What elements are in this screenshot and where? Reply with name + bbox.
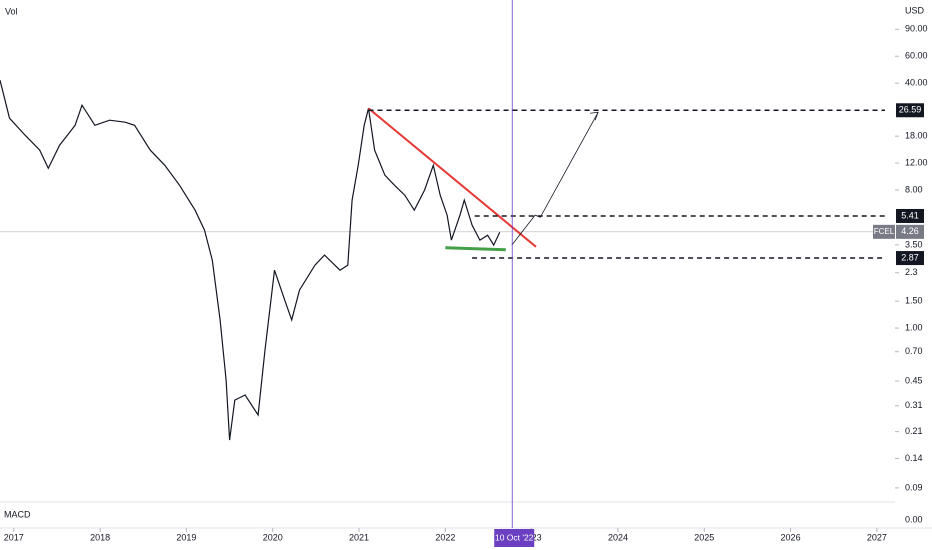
- y-tick-label: 0.14: [905, 453, 923, 463]
- y-tick-label: 40.00: [905, 78, 928, 88]
- level-label: 2.87: [901, 252, 919, 262]
- x-tick-label: 2026: [781, 532, 801, 542]
- y-tick-label: 1.50: [905, 296, 923, 306]
- x-tick-label: 2025: [694, 532, 714, 542]
- y-tick-label: 0.70: [905, 346, 923, 356]
- y-tick-label: 90.00: [905, 24, 928, 34]
- level-label-bg: [896, 103, 924, 118]
- cursor-label-bg: [494, 529, 535, 547]
- y-tick-label: 0.31: [905, 400, 923, 410]
- y-tick-label: 1.00: [905, 322, 923, 332]
- level-label-bg: [896, 208, 924, 223]
- x-tick-label: 2024: [608, 532, 628, 542]
- cursor-label: 10 Oct '22: [495, 532, 534, 542]
- x-tick-label: 2018: [90, 532, 110, 542]
- macd-label: MACD: [4, 509, 31, 519]
- y-tick-label: 0.45: [905, 375, 923, 385]
- macd-tick-label: 0.00: [905, 514, 923, 524]
- x-tick-label: 2019: [176, 532, 196, 542]
- x-tick-label: 2020: [263, 532, 283, 542]
- last-price-label: 4.26: [901, 226, 919, 236]
- x-tick-label: 2021: [349, 532, 369, 542]
- y-tick-label: 60.00: [905, 51, 928, 61]
- arrow-head: [590, 111, 599, 121]
- projection-arrow: [511, 112, 599, 246]
- y-tick-label: 2.3: [905, 267, 918, 277]
- y-tick-label: 0.21: [905, 426, 923, 436]
- level-label: 5.41: [901, 210, 919, 220]
- y-tick-label: 0.09: [905, 482, 923, 492]
- x-tick-label: 2017: [4, 532, 24, 542]
- y-tick-label: 3.50: [905, 239, 923, 249]
- x-tick-label: 2027: [867, 532, 887, 542]
- level-label-bg: [896, 251, 924, 266]
- price-line: [0, 80, 501, 441]
- x-tick-label: 2022: [435, 532, 455, 542]
- support-line: [445, 246, 506, 252]
- last-price-bg: [896, 224, 924, 239]
- y-tick-label: 18.00: [905, 131, 928, 141]
- currency: USD: [905, 5, 925, 15]
- vol-label: Vol: [5, 6, 18, 16]
- y-tick-label: 8.00: [905, 184, 923, 194]
- trendline: [367, 107, 537, 248]
- symbol-label: FCEL: [874, 227, 895, 236]
- y-tick-label: 12.00: [905, 157, 928, 167]
- level-label: 26.59: [899, 105, 922, 115]
- symbol-bg: [873, 224, 895, 239]
